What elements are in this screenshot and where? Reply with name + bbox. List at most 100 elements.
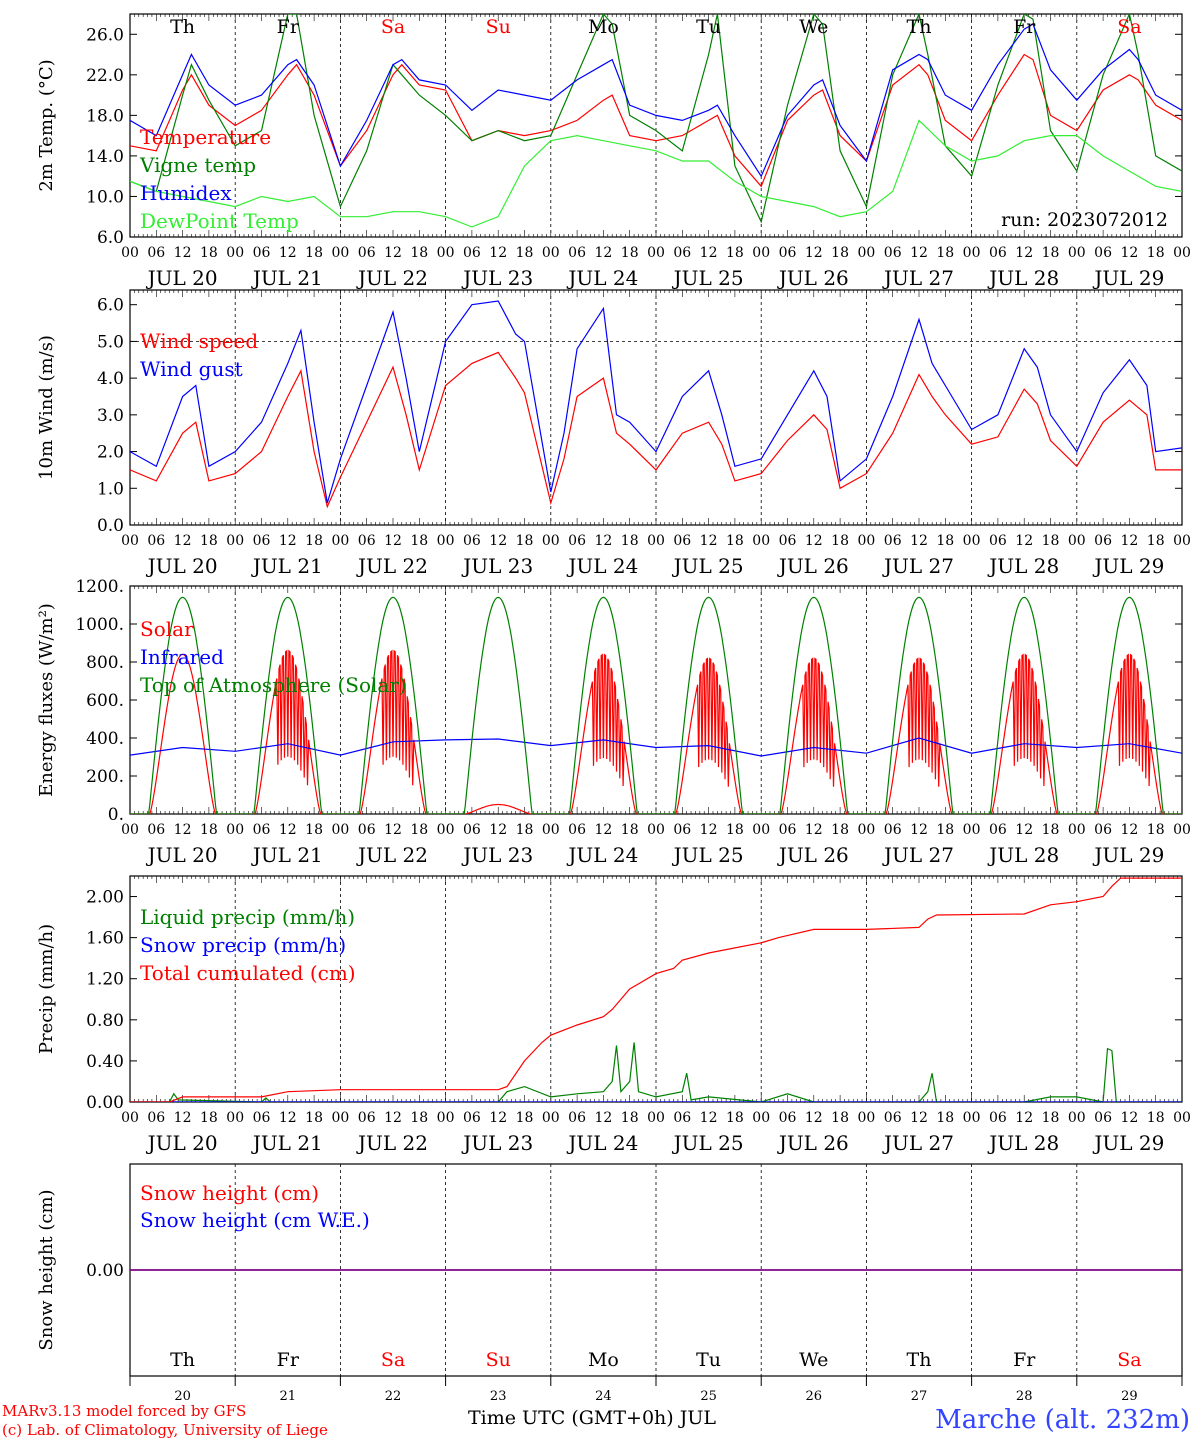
date-label: JUL 23	[461, 1131, 533, 1155]
hour-label: 12	[1120, 533, 1138, 549]
hour-label: 18	[305, 245, 323, 261]
panel-wind	[129, 289, 1183, 526]
day-number-label: 20	[174, 1389, 191, 1404]
hour-label: 18	[305, 533, 323, 549]
hour-label: 00	[647, 822, 665, 838]
y-tick-label: 1000.	[75, 615, 124, 635]
hour-label: 00	[1173, 245, 1191, 261]
hour-label: 12	[805, 533, 823, 549]
y-tick-label: 600.	[86, 691, 124, 711]
date-label: JUL 24	[566, 554, 638, 578]
hour-label: 06	[779, 822, 797, 838]
hour-label: 06	[989, 822, 1007, 838]
hour-label: 12	[594, 1110, 612, 1126]
hour-label: 18	[200, 822, 218, 838]
date-label: JUL 28	[987, 554, 1059, 578]
hour-label: 06	[779, 533, 797, 549]
hour-label: 06	[253, 245, 271, 261]
hour-label: 12	[594, 822, 612, 838]
hour-label: 00	[963, 245, 981, 261]
hour-label: 00	[647, 245, 665, 261]
hour-label: 00	[752, 1110, 770, 1126]
hour-label: 18	[410, 1110, 428, 1126]
date-label: JUL 29	[1092, 843, 1164, 867]
y-tick-label: 1.20	[86, 970, 124, 990]
date-label: JUL 21	[251, 843, 323, 867]
hour-label: 12	[805, 245, 823, 261]
hour-label: 18	[516, 245, 534, 261]
hour-label: 18	[831, 822, 849, 838]
date-label: JUL 21	[251, 1131, 323, 1155]
hour-label: 12	[594, 245, 612, 261]
station-label: Marche (alt. 232m)	[935, 1405, 1190, 1435]
y-tick-label: 14.0	[86, 147, 124, 167]
run-label: run: 2023072012	[1001, 209, 1168, 231]
y-tick-label: 4.0	[97, 369, 124, 389]
hour-label: 00	[226, 533, 244, 549]
hour-label: 12	[384, 245, 402, 261]
hour-label: 12	[805, 1110, 823, 1126]
date-label: JUL 28	[987, 1131, 1059, 1155]
hour-label: 00	[542, 822, 560, 838]
y-axis-label: 10m Wind (m/s)	[36, 335, 57, 480]
hour-label: 18	[1147, 245, 1165, 261]
hour-label: 06	[568, 1110, 586, 1126]
hour-label: 12	[384, 533, 402, 549]
series-top-of-atmosphere-solar	[656, 596, 762, 814]
series-solar	[971, 653, 1077, 814]
hour-label: 00	[542, 533, 560, 549]
hour-label: 00	[542, 1110, 560, 1126]
y-tick-label: 0.0	[97, 516, 124, 536]
date-label: JUL 25	[672, 554, 744, 578]
series-top-of-atmosphere-solar	[971, 596, 1077, 814]
hour-label: 06	[989, 533, 1007, 549]
hour-label: 12	[384, 822, 402, 838]
series-vigne-temp	[130, 14, 1182, 224]
y-tick-label: 26.0	[86, 25, 124, 45]
hour-label: 06	[884, 245, 902, 261]
weekday-label: Th	[170, 16, 195, 38]
hour-label: 00	[226, 1110, 244, 1126]
hour-label: 00	[963, 822, 981, 838]
date-label: JUL 27	[882, 843, 954, 867]
date-label: JUL 25	[672, 843, 744, 867]
weekday-label: Mo	[588, 16, 619, 38]
hour-label: 18	[1147, 533, 1165, 549]
hour-label: 18	[1042, 1110, 1060, 1126]
y-tick-label: 2.0	[97, 443, 124, 463]
date-label: JUL 29	[1092, 1131, 1164, 1155]
hour-label: 06	[568, 822, 586, 838]
y-axis-label: 2m Temp. (°C)	[36, 59, 57, 191]
date-label: JUL 24	[566, 266, 638, 290]
y-tick-label: 5.0	[97, 332, 124, 352]
y-tick-label: 0.80	[86, 1011, 124, 1031]
hour-label: 18	[726, 1110, 744, 1126]
legend-series-snow-precip-mm-h: Snow precip (mm/h)	[140, 933, 346, 957]
hour-label: 12	[489, 822, 507, 838]
date-label: JUL 27	[882, 1131, 954, 1155]
hour-label: 00	[857, 245, 875, 261]
hour-label: 00	[437, 822, 455, 838]
hour-label: 00	[226, 245, 244, 261]
weekday-label: Sa	[381, 16, 405, 38]
hour-label: 06	[884, 1110, 902, 1126]
hour-label: 06	[673, 822, 691, 838]
date-label: JUL 27	[882, 554, 954, 578]
hour-label: 00	[331, 822, 349, 838]
hour-label: 12	[910, 245, 928, 261]
day-number-label: 29	[1121, 1389, 1138, 1404]
date-label: JUL 25	[672, 1131, 744, 1155]
day-number-label: 27	[911, 1389, 928, 1404]
y-tick-label: 1.0	[97, 479, 124, 499]
hour-label: 12	[700, 533, 718, 549]
hour-label: 06	[1094, 533, 1112, 549]
panel-frame	[129, 13, 1183, 238]
y-axis-label: Snow height (cm)	[36, 1189, 57, 1350]
hour-label: 12	[910, 533, 928, 549]
hour-label: 12	[384, 1110, 402, 1126]
hour-label: 18	[516, 533, 534, 549]
date-label: JUL 22	[356, 843, 428, 867]
date-label: JUL 28	[987, 843, 1059, 867]
date-label: JUL 21	[251, 554, 323, 578]
hour-label: 18	[936, 245, 954, 261]
